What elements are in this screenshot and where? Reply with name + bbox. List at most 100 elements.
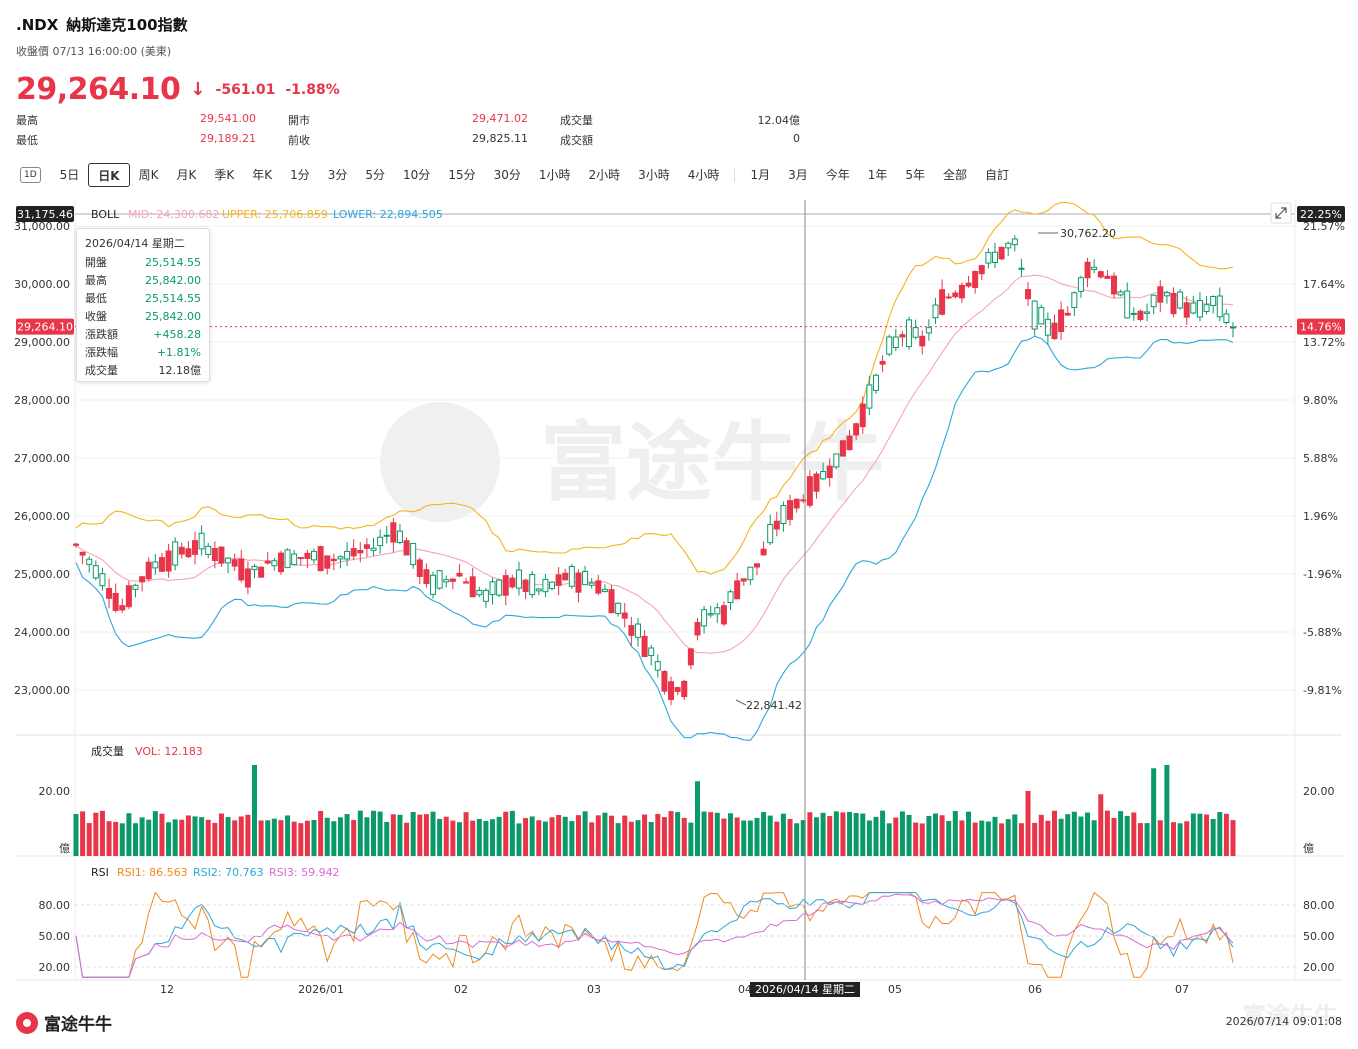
candle-body	[1196, 300, 1203, 318]
volume-bar	[80, 811, 86, 856]
crosshair-date-tag: 2026/04/14 星期二	[755, 983, 855, 996]
candle-body	[152, 561, 159, 569]
period-4h[interactable]: 4小時	[687, 168, 720, 182]
volume-bar	[1184, 821, 1190, 856]
volume-bar	[1012, 814, 1018, 856]
candle-body	[1170, 292, 1177, 315]
volume-bar	[1144, 823, 1150, 856]
volume-bar	[820, 812, 826, 856]
brand-name: 富途牛牛	[44, 1015, 112, 1035]
volume-bar	[536, 820, 542, 856]
volume-bar	[721, 818, 727, 856]
volume-bars	[73, 765, 1236, 856]
period-yearly-k[interactable]: 年K	[252, 168, 273, 182]
candle-body	[463, 581, 470, 584]
period-monthly-k[interactable]: 月K	[176, 168, 197, 182]
volume-bar	[271, 818, 277, 856]
volume-bar	[1085, 812, 1091, 856]
range-ytd[interactable]: 今年	[825, 168, 850, 182]
candle-body	[701, 609, 708, 627]
rsi-axis-label: 80.00	[39, 899, 71, 912]
candle-body	[317, 546, 324, 572]
volume-bar	[397, 814, 403, 856]
volume-bar	[1124, 815, 1130, 856]
candle-body	[1038, 306, 1045, 325]
range-5year[interactable]: 5年	[905, 168, 926, 182]
volume-bar	[655, 813, 661, 856]
volume-bar	[1065, 814, 1071, 856]
range-custom[interactable]: 自訂	[985, 168, 1010, 182]
period-2h[interactable]: 2小時	[588, 168, 621, 182]
candle-body	[251, 565, 258, 571]
period-3h[interactable]: 3小時	[638, 168, 670, 182]
candle-body	[139, 576, 146, 583]
volume-bar	[893, 817, 899, 856]
volume-bar	[1151, 768, 1157, 856]
period-3m[interactable]: 3分	[327, 168, 348, 182]
rsi-lines	[75, 891, 1234, 978]
range-3month[interactable]: 3月	[788, 168, 808, 182]
volume-bar	[648, 821, 654, 856]
candle-body	[1044, 318, 1051, 336]
candle-body	[509, 577, 516, 588]
candle-body	[978, 265, 985, 275]
volume-bar	[1157, 820, 1163, 856]
period-30m[interactable]: 30分	[493, 168, 521, 182]
volume-bar	[899, 811, 905, 856]
candle-body	[595, 580, 602, 594]
period-1d-icon[interactable]: 1D	[20, 167, 41, 183]
candle-body	[932, 304, 939, 319]
rsi-label: RSI	[91, 866, 109, 879]
volume-bar	[1032, 822, 1038, 856]
volume-bar	[1051, 810, 1057, 856]
volume-bar	[1025, 791, 1031, 856]
period-10m[interactable]: 10分	[403, 168, 431, 182]
volume-bar	[913, 822, 919, 856]
period-15m[interactable]: 15分	[448, 168, 476, 182]
volume-bar	[417, 814, 423, 856]
rsi-axis-label: 50.00	[39, 930, 71, 943]
volume-bar	[523, 818, 529, 856]
candle-body	[1058, 309, 1065, 333]
volume-bar	[840, 812, 846, 856]
time-axis-label: 03	[587, 983, 601, 996]
candle-body	[588, 582, 595, 586]
range-all[interactable]: 全部	[943, 168, 968, 182]
price-axis-label: 26,000.00	[14, 510, 70, 523]
rsi1-legend: RSI1: 86.563	[117, 866, 188, 879]
volume-unit-right: 億	[1303, 842, 1314, 855]
period-daily-k[interactable]: 日K	[88, 163, 130, 187]
range-1year[interactable]: 1年	[867, 168, 888, 182]
period-weekly-k[interactable]: 周K	[138, 168, 159, 182]
period-5d[interactable]: 5日	[59, 168, 80, 182]
range-1month[interactable]: 1月	[750, 168, 771, 182]
volume-bar	[1210, 818, 1216, 856]
volume-bar	[225, 817, 231, 856]
candle-body	[628, 625, 635, 636]
volume-bar	[410, 812, 416, 856]
candle-body	[668, 681, 675, 700]
period-1h[interactable]: 1小時	[538, 168, 571, 182]
time-axis-label: 06	[1028, 983, 1042, 996]
period-quarterly-k[interactable]: 季K	[214, 168, 235, 182]
volume-bar	[952, 810, 958, 856]
tooltip-row: 成交量 12.18億	[85, 364, 201, 377]
candle-body	[813, 473, 820, 492]
candle-body	[1210, 295, 1217, 307]
volume-bar	[351, 819, 357, 856]
candle-body	[231, 559, 238, 567]
period-5m[interactable]: 5分	[365, 168, 386, 182]
current-pct-tag: 14.76%	[1300, 321, 1342, 334]
volume-unit-left: 億	[59, 842, 70, 855]
candle-body	[383, 534, 390, 537]
candle-body	[925, 327, 932, 334]
period-1m[interactable]: 1分	[290, 168, 310, 182]
candle-body	[244, 568, 251, 588]
candle-body	[297, 557, 304, 560]
volume-bar	[880, 810, 886, 856]
candle-body	[1163, 292, 1170, 297]
volume-bar	[337, 817, 343, 856]
volume-bar	[985, 821, 991, 856]
candle-body	[952, 292, 959, 298]
